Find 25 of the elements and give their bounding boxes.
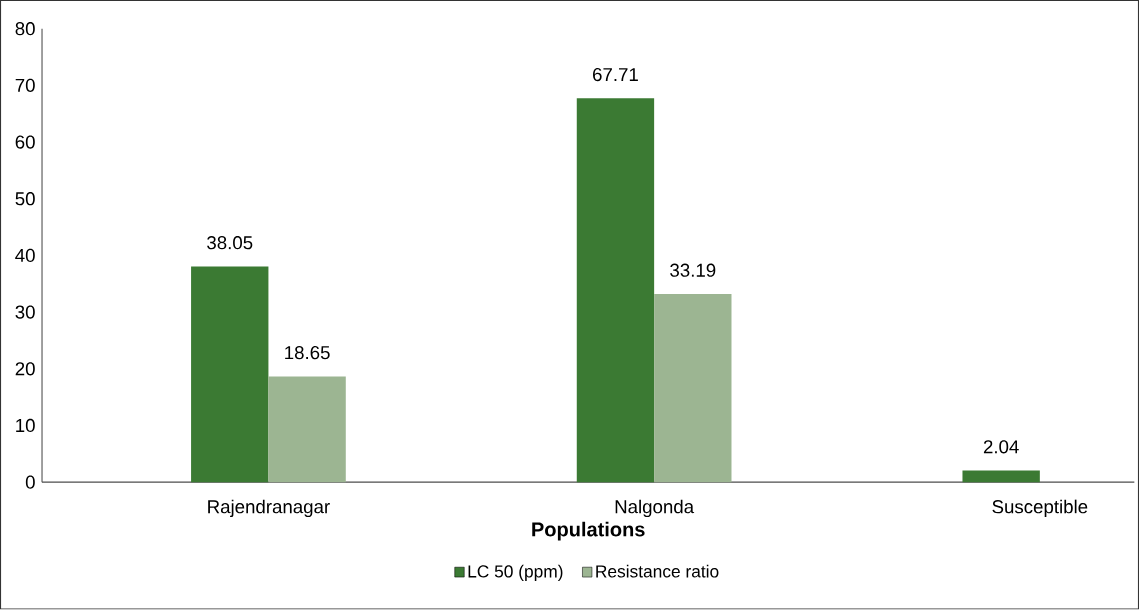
x-tick-label: Rajendranagar (208, 499, 330, 518)
bar (191, 266, 269, 483)
bar (268, 376, 346, 483)
y-tick-label: 50 (15, 192, 35, 206)
y-tick-label: 20 (15, 362, 35, 376)
y-tick-label: 60 (15, 135, 35, 149)
data-label: 18.65 (285, 346, 330, 360)
y-tick-label: 0 (25, 475, 35, 489)
y-tick-label: 80 (15, 22, 35, 36)
data-label: 38.05 (207, 236, 253, 250)
bar (654, 294, 732, 483)
data-label: 2.04 (983, 440, 1019, 454)
data-label: 33.19 (670, 263, 716, 278)
y-tick-label: 70 (15, 78, 35, 93)
y-tick-label: 40 (15, 249, 35, 263)
x-tick-label: Susceptible (992, 499, 1088, 518)
bar (962, 470, 1040, 483)
legend-label: LC 50 (ppm) (468, 565, 563, 582)
y-tick-label: 30 (15, 305, 35, 319)
data-label: 67.71 (593, 68, 638, 82)
bar (576, 98, 655, 483)
legend-label: Resistance ratio (596, 565, 719, 578)
x-tick-label: Nalgonda (615, 499, 695, 518)
x-axis-title: Populations (532, 522, 645, 541)
y-tick-label: 10 (16, 419, 35, 433)
